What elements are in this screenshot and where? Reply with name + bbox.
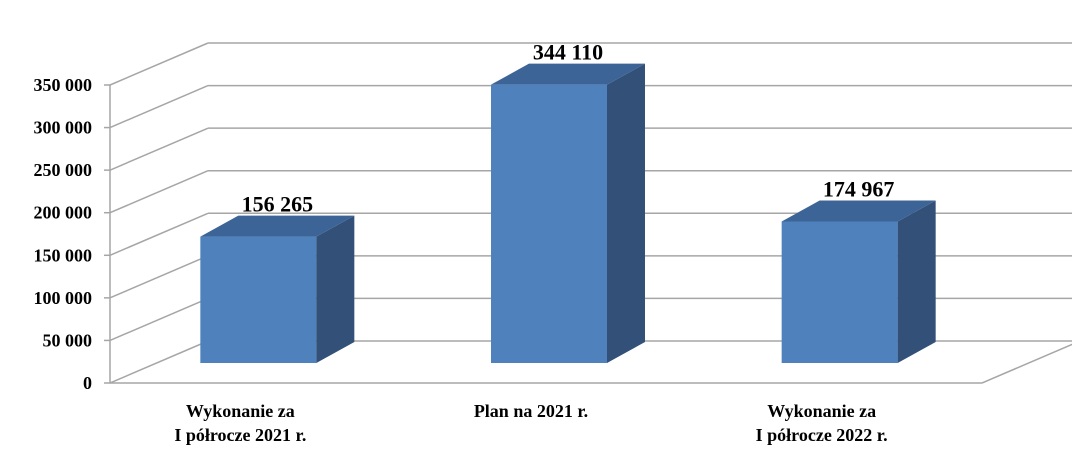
category-label-1: Plan na 2021 r. — [474, 401, 588, 421]
gridline-side-5 — [109, 127, 209, 171]
bar-side-1 — [607, 63, 645, 363]
y-tick-label-2: 100 000 — [34, 288, 93, 308]
gridline-side-2 — [109, 255, 209, 299]
category-label-2-line-1: I półrocze 2022 r. — [756, 425, 888, 445]
y-tick-label-1: 50 000 — [43, 330, 93, 350]
floor-right-edge — [981, 343, 1072, 384]
y-tick-label-4: 200 000 — [34, 203, 93, 223]
gridline-side-3 — [109, 212, 209, 256]
gridline-side-6 — [109, 84, 209, 129]
y-tick-label-3: 150 000 — [34, 245, 93, 265]
category-label-0: Wykonanie za I półrocze 2021 r. — [174, 401, 306, 445]
category-label-2: Wykonanie za I półrocze 2022 r. — [756, 401, 888, 445]
bar-top-1 — [491, 63, 645, 85]
bar-side-0 — [316, 215, 355, 363]
bar-side-2 — [897, 200, 936, 363]
y-tick-label-6: 300 000 — [34, 118, 93, 138]
bar-front-1 — [491, 84, 607, 363]
data-label-2: 174 967 — [823, 176, 895, 201]
gridline-side-7 — [109, 42, 209, 86]
gridline-side-4 — [109, 170, 209, 214]
bar-front-0 — [200, 236, 317, 363]
category-label-1-line-0: Plan na 2021 r. — [474, 401, 588, 421]
category-label-0-line-0: Wykonanie za — [186, 401, 295, 421]
category-label-0-line-1: I półrocze 2021 r. — [174, 425, 306, 445]
bar-top-0 — [200, 215, 355, 237]
bar-top-2 — [781, 200, 936, 222]
data-label-1: 344 110 — [533, 40, 603, 65]
category-label-2-line-0: Wykonanie za — [767, 401, 876, 421]
bar-front-2 — [781, 221, 898, 363]
y-tick-label-7: 350 000 — [34, 75, 93, 95]
gridline-side-1 — [109, 297, 209, 342]
y-tick-label-5: 250 000 — [34, 160, 93, 180]
gridline-side-0 — [109, 340, 209, 384]
data-label-0: 156 265 — [242, 192, 314, 217]
y-tick-label-0: 0 — [83, 373, 92, 393]
